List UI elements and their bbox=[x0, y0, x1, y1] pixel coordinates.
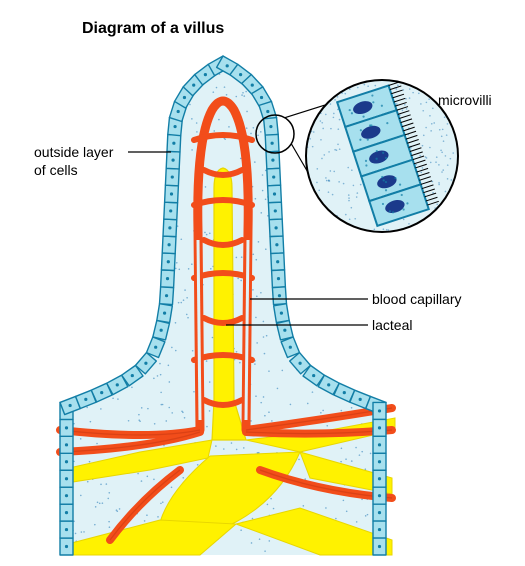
villus-svg bbox=[0, 0, 525, 566]
label-blood-capillary: blood capillary bbox=[372, 291, 462, 309]
label-lacteal: lacteal bbox=[372, 317, 412, 335]
label-outside-cells: outside layer of cells bbox=[34, 144, 113, 179]
diagram-stage: Diagram of a villus microvilli outside l… bbox=[0, 0, 525, 566]
microvilli-inset bbox=[305, 79, 458, 232]
label-microvilli: microvilli bbox=[438, 92, 492, 110]
diagram-title: Diagram of a villus bbox=[82, 20, 224, 38]
